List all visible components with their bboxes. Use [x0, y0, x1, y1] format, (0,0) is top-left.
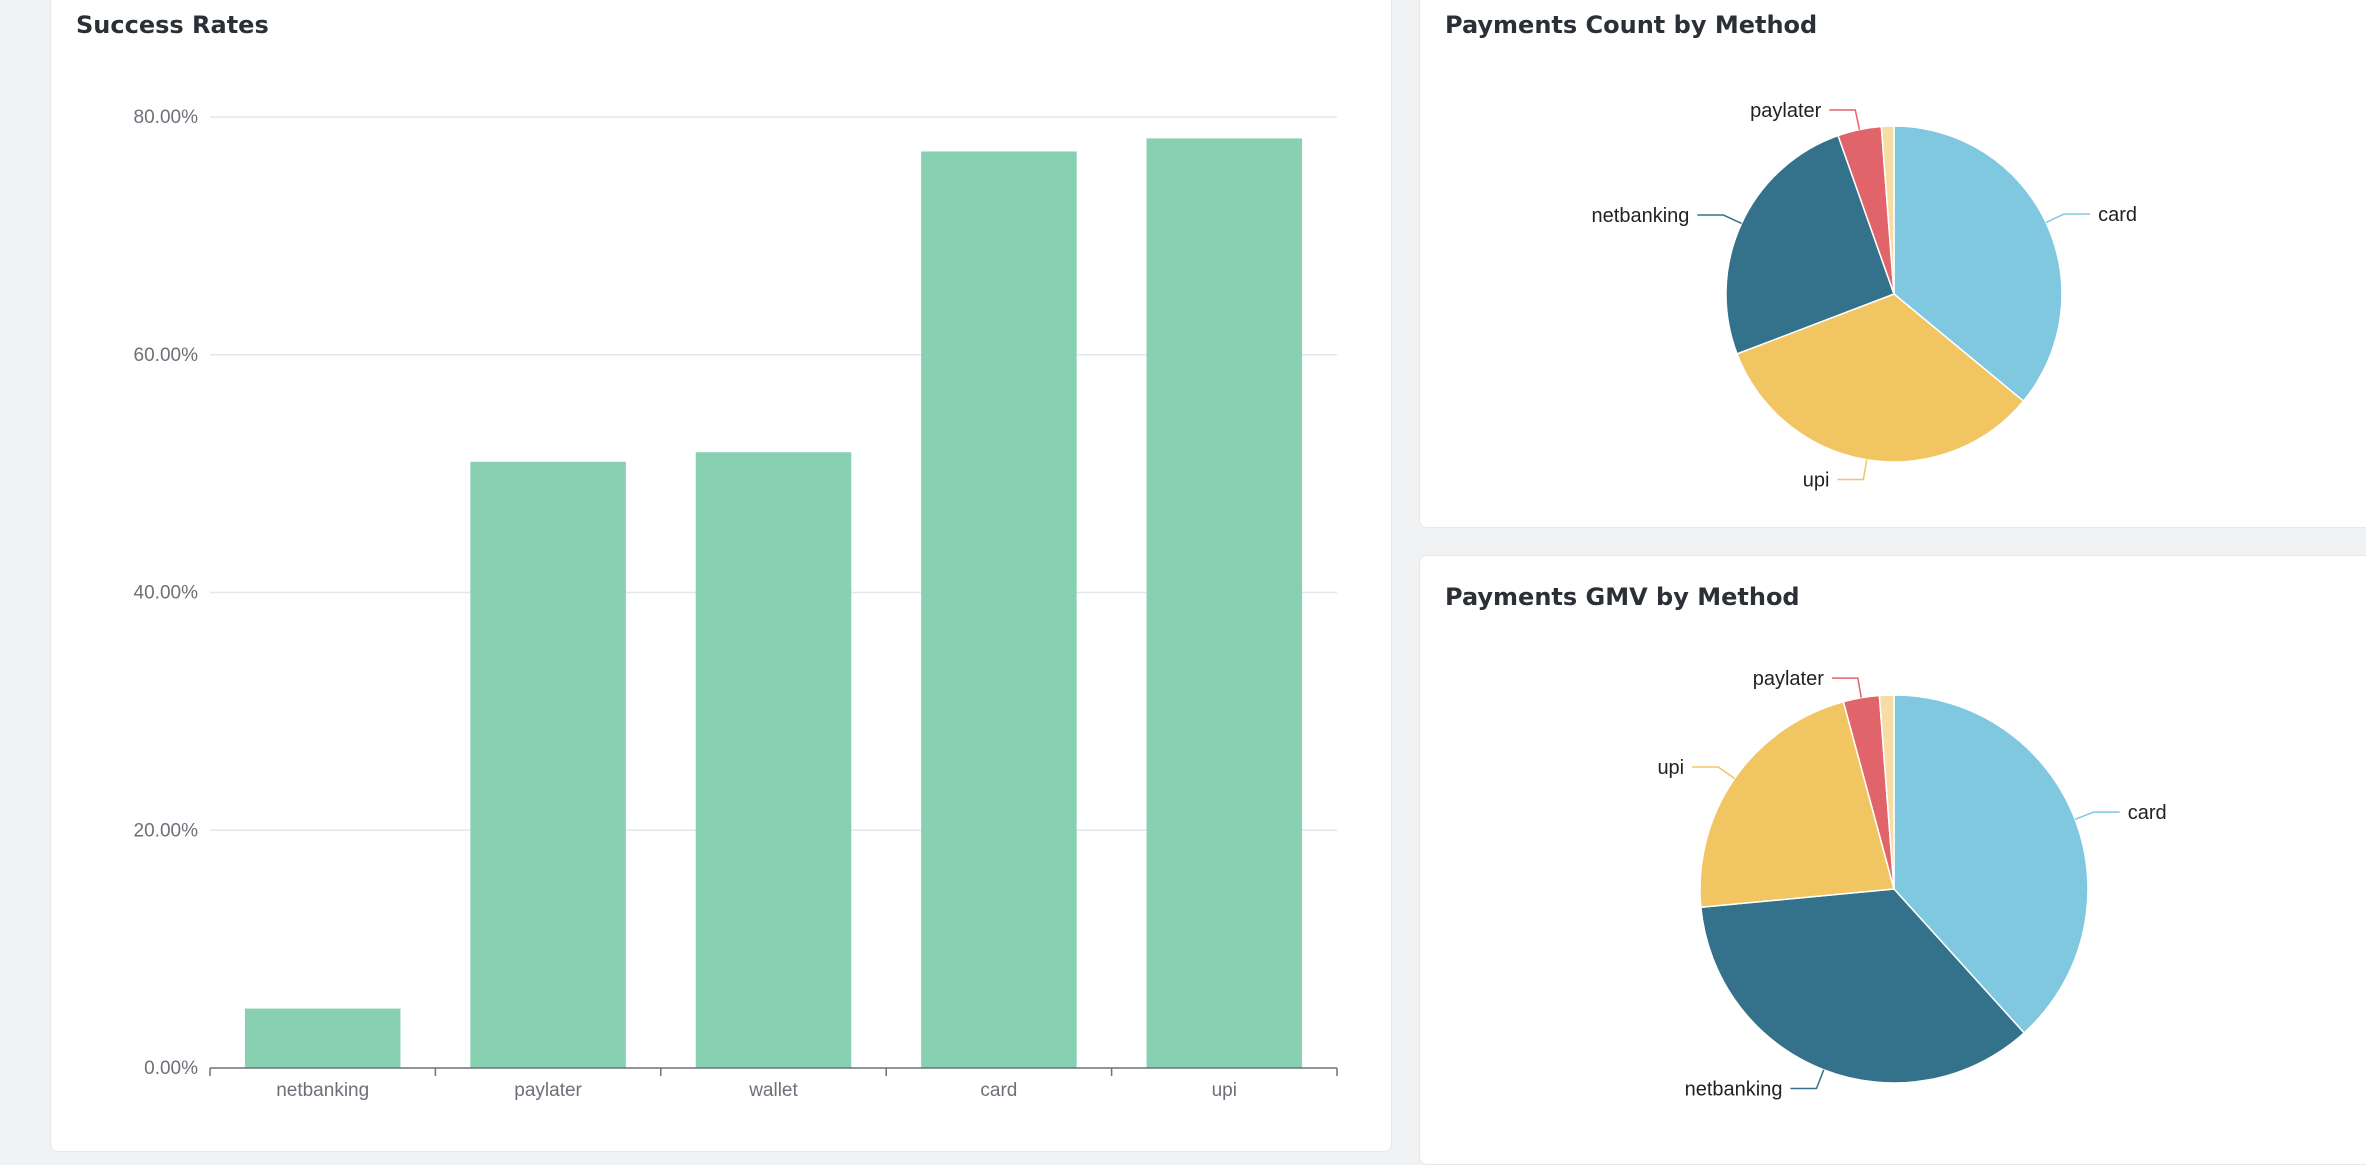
pie-label-line-netbanking	[1790, 1069, 1825, 1090]
y-tick-label: 60.00%	[134, 345, 199, 366]
pie-label-line-paylater	[1831, 677, 1862, 698]
pie-slice-netbanking	[1700, 888, 2025, 1084]
pie-slice-netbanking	[1725, 134, 1895, 355]
pie-label-card: card	[2098, 204, 2137, 226]
pie-label-netbanking: netbanking	[1685, 1078, 1783, 1100]
pie-slice-upi	[1736, 293, 2025, 463]
bar-paylater	[470, 461, 626, 1068]
payments-gmv-title: Payments GMV by Method	[1445, 583, 1800, 611]
pie-slice-card	[1893, 694, 2089, 1034]
pie-label-line-card	[2045, 213, 2091, 224]
pie-label-netbanking: netbanking	[1592, 205, 1690, 227]
pie-label-paylater: paylater	[1753, 668, 1824, 690]
x-tick-label: wallet	[748, 1080, 798, 1101]
pie-label-upi: upi	[1657, 757, 1684, 779]
x-tick-label: upi	[1212, 1080, 1237, 1101]
pie-label-line-upi	[1837, 459, 1868, 481]
pie-label-line-card	[2074, 811, 2120, 820]
pie-label-paylater: paylater	[1750, 100, 1821, 122]
bar-wallet	[695, 452, 852, 1068]
bar-netbanking	[244, 1008, 401, 1068]
y-tick-label: 0.00%	[144, 1058, 198, 1079]
x-tick-label: netbanking	[276, 1080, 369, 1101]
pie-slice-wallet	[1880, 125, 1895, 295]
y-tick-label: 80.00%	[134, 107, 199, 128]
pie-slice-wallet	[1878, 694, 1895, 890]
pie-label-upi: upi	[1803, 469, 1830, 491]
pie-slice-upi	[1699, 700, 1895, 909]
x-tick-label: paylater	[514, 1080, 582, 1101]
pie-label-card: card	[2128, 802, 2167, 824]
success-rates-title: Success Rates	[76, 11, 269, 39]
bar-card	[921, 151, 1077, 1068]
pie-label-line-upi	[1692, 766, 1736, 780]
pie-label-line-paylater	[1829, 109, 1861, 130]
y-tick-label: 40.00%	[134, 583, 199, 604]
y-tick-label: 20.00%	[134, 820, 199, 841]
x-tick-label: card	[980, 1080, 1017, 1101]
payments-count-title: Payments Count by Method	[1445, 11, 1818, 39]
bar-upi	[1146, 138, 1303, 1068]
pie-label-line-netbanking	[1697, 214, 1742, 225]
